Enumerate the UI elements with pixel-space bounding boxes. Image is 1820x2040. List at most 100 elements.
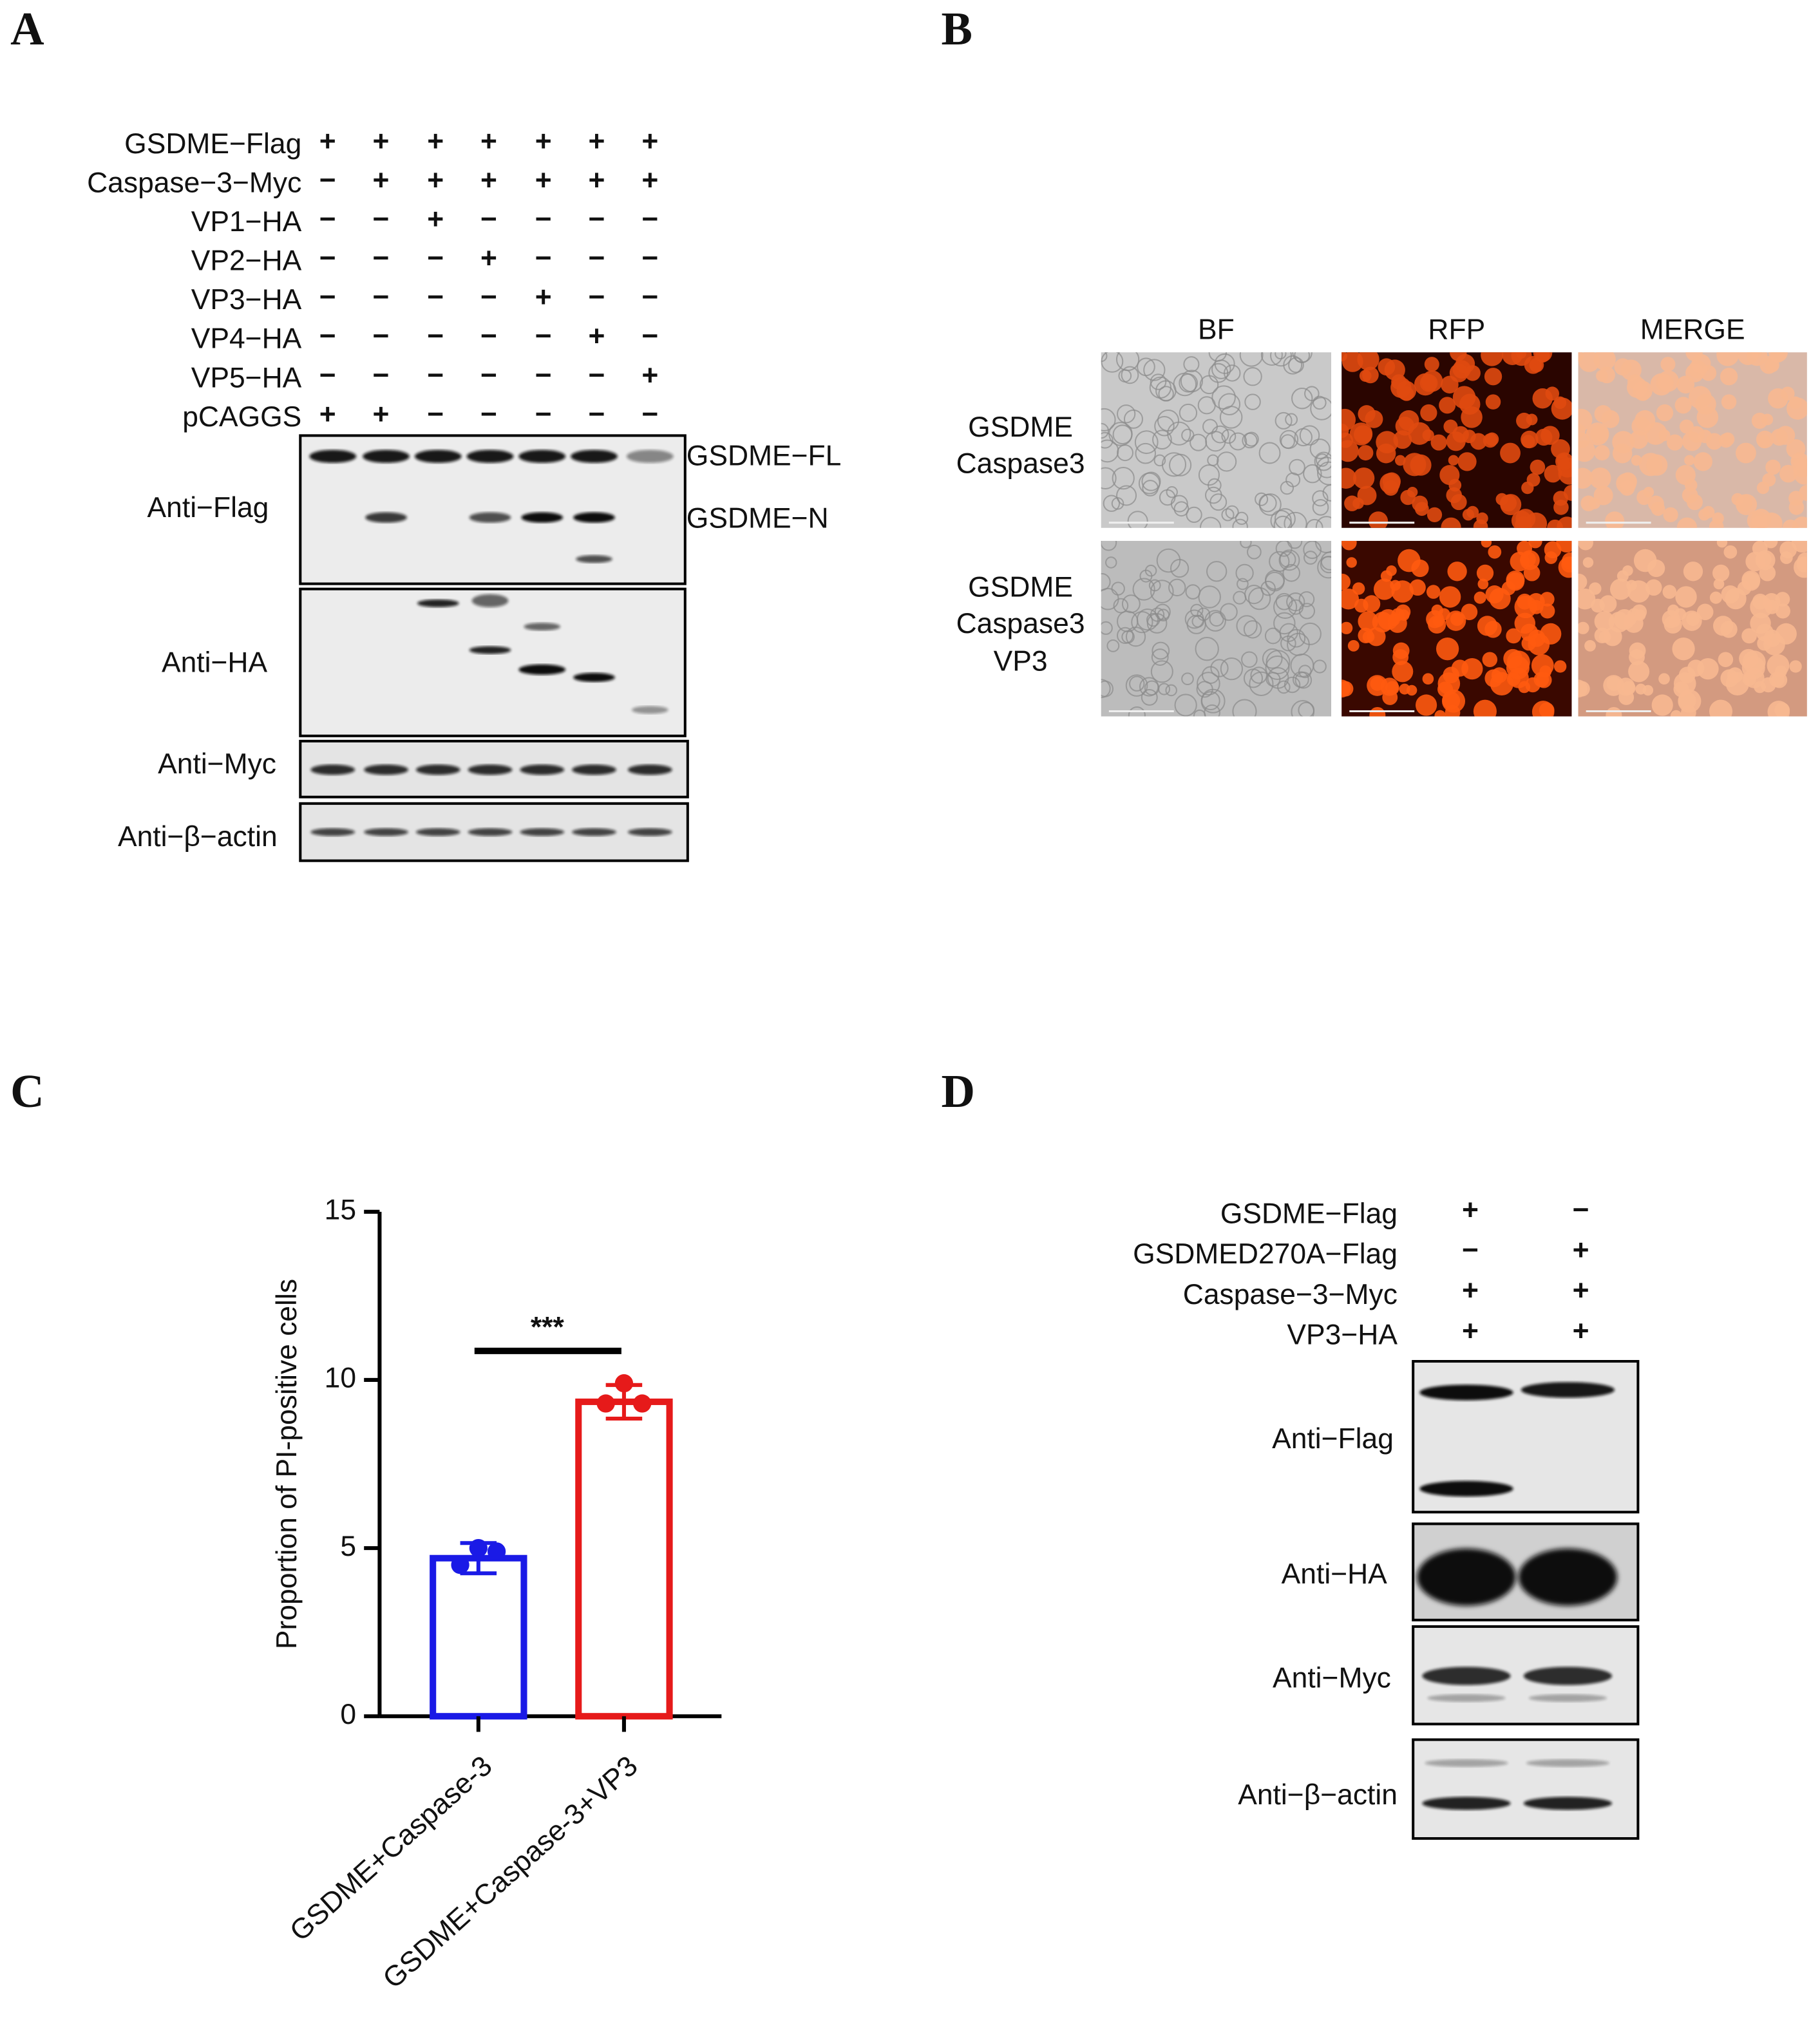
cell [1199,375,1219,395]
cell [1514,612,1536,634]
cell [1363,595,1381,613]
cell [1775,603,1790,619]
cell [1198,464,1220,486]
cell [1280,480,1294,495]
cell [1392,661,1414,683]
y-tick-label: 0 [340,1699,356,1730]
cell [1792,516,1807,528]
cell [1237,578,1249,590]
cell [1310,397,1332,420]
cell [1358,445,1374,461]
sign: + [427,203,444,235]
cell [1582,557,1594,568]
condition-label: VP5−HA [191,362,302,393]
micrograph [1101,540,1332,717]
cell [1369,706,1386,717]
cell [1101,408,1116,431]
cell [1756,481,1770,495]
cell [1736,494,1758,516]
sign: + [1573,1315,1589,1346]
cell [1258,442,1281,464]
cell [1341,352,1347,362]
cell [1390,377,1412,399]
cell [1518,681,1531,694]
cell [1485,432,1499,446]
cell [1112,467,1135,490]
cell [1676,517,1698,528]
cell [1645,579,1662,596]
cell [1277,680,1291,694]
cell [1265,655,1290,680]
sign: − [427,359,444,391]
cell [1101,422,1109,439]
cell [1354,425,1372,444]
cell [1670,710,1682,717]
cell [1369,511,1389,528]
cell [1789,396,1802,410]
blot-label: Anti−Flag [1272,1423,1394,1455]
cell [1626,580,1637,591]
cell [1358,405,1376,423]
significance: *** [531,1311,565,1343]
cell [1521,551,1536,567]
cell [1578,621,1589,634]
cell [1195,637,1219,661]
cell [1636,489,1652,505]
cell [1540,603,1555,619]
cell [1752,593,1768,610]
cell [1341,573,1351,590]
cell [1303,540,1322,560]
cell [1544,464,1562,483]
cell [1280,635,1296,652]
cell [1410,454,1432,476]
cell [1127,511,1148,528]
cell [1232,518,1248,528]
cell [1481,352,1504,366]
cell [1221,508,1235,522]
sign: + [641,126,658,157]
cell [1442,692,1461,710]
cell [1298,622,1322,645]
cell [1521,430,1539,449]
condition-label: VP3−HA [191,284,302,316]
cell [1477,616,1498,636]
cell [1152,430,1172,450]
cell [1229,432,1247,451]
cell [1481,540,1492,548]
cell [1555,452,1572,471]
cell [1125,674,1148,697]
cell [1406,685,1417,696]
cell [1180,370,1203,393]
cell [1101,352,1108,363]
cell [1275,411,1293,430]
cell [1430,434,1447,451]
sign: + [1573,1275,1589,1307]
cell [1426,585,1441,599]
cell [1779,464,1797,483]
cell [1765,357,1779,373]
cell [1488,545,1502,559]
cell [1373,578,1396,600]
cell [1372,611,1393,633]
cell [1763,593,1781,611]
cell [1199,516,1222,528]
cell [1353,468,1375,489]
cell [1111,497,1124,510]
sign: − [319,164,336,196]
cell [1589,468,1611,489]
cell [1240,540,1252,549]
cell [1790,452,1807,471]
cell [1400,489,1416,505]
cell [1723,545,1738,559]
cell [1291,700,1315,717]
cell [1260,580,1276,596]
sign: − [589,203,605,235]
band [572,764,616,775]
sign: − [589,399,605,430]
cell [1682,487,1698,504]
cell [1447,562,1467,581]
band [415,764,460,775]
band [414,449,462,463]
cell [1200,691,1220,710]
cell [1741,572,1760,591]
